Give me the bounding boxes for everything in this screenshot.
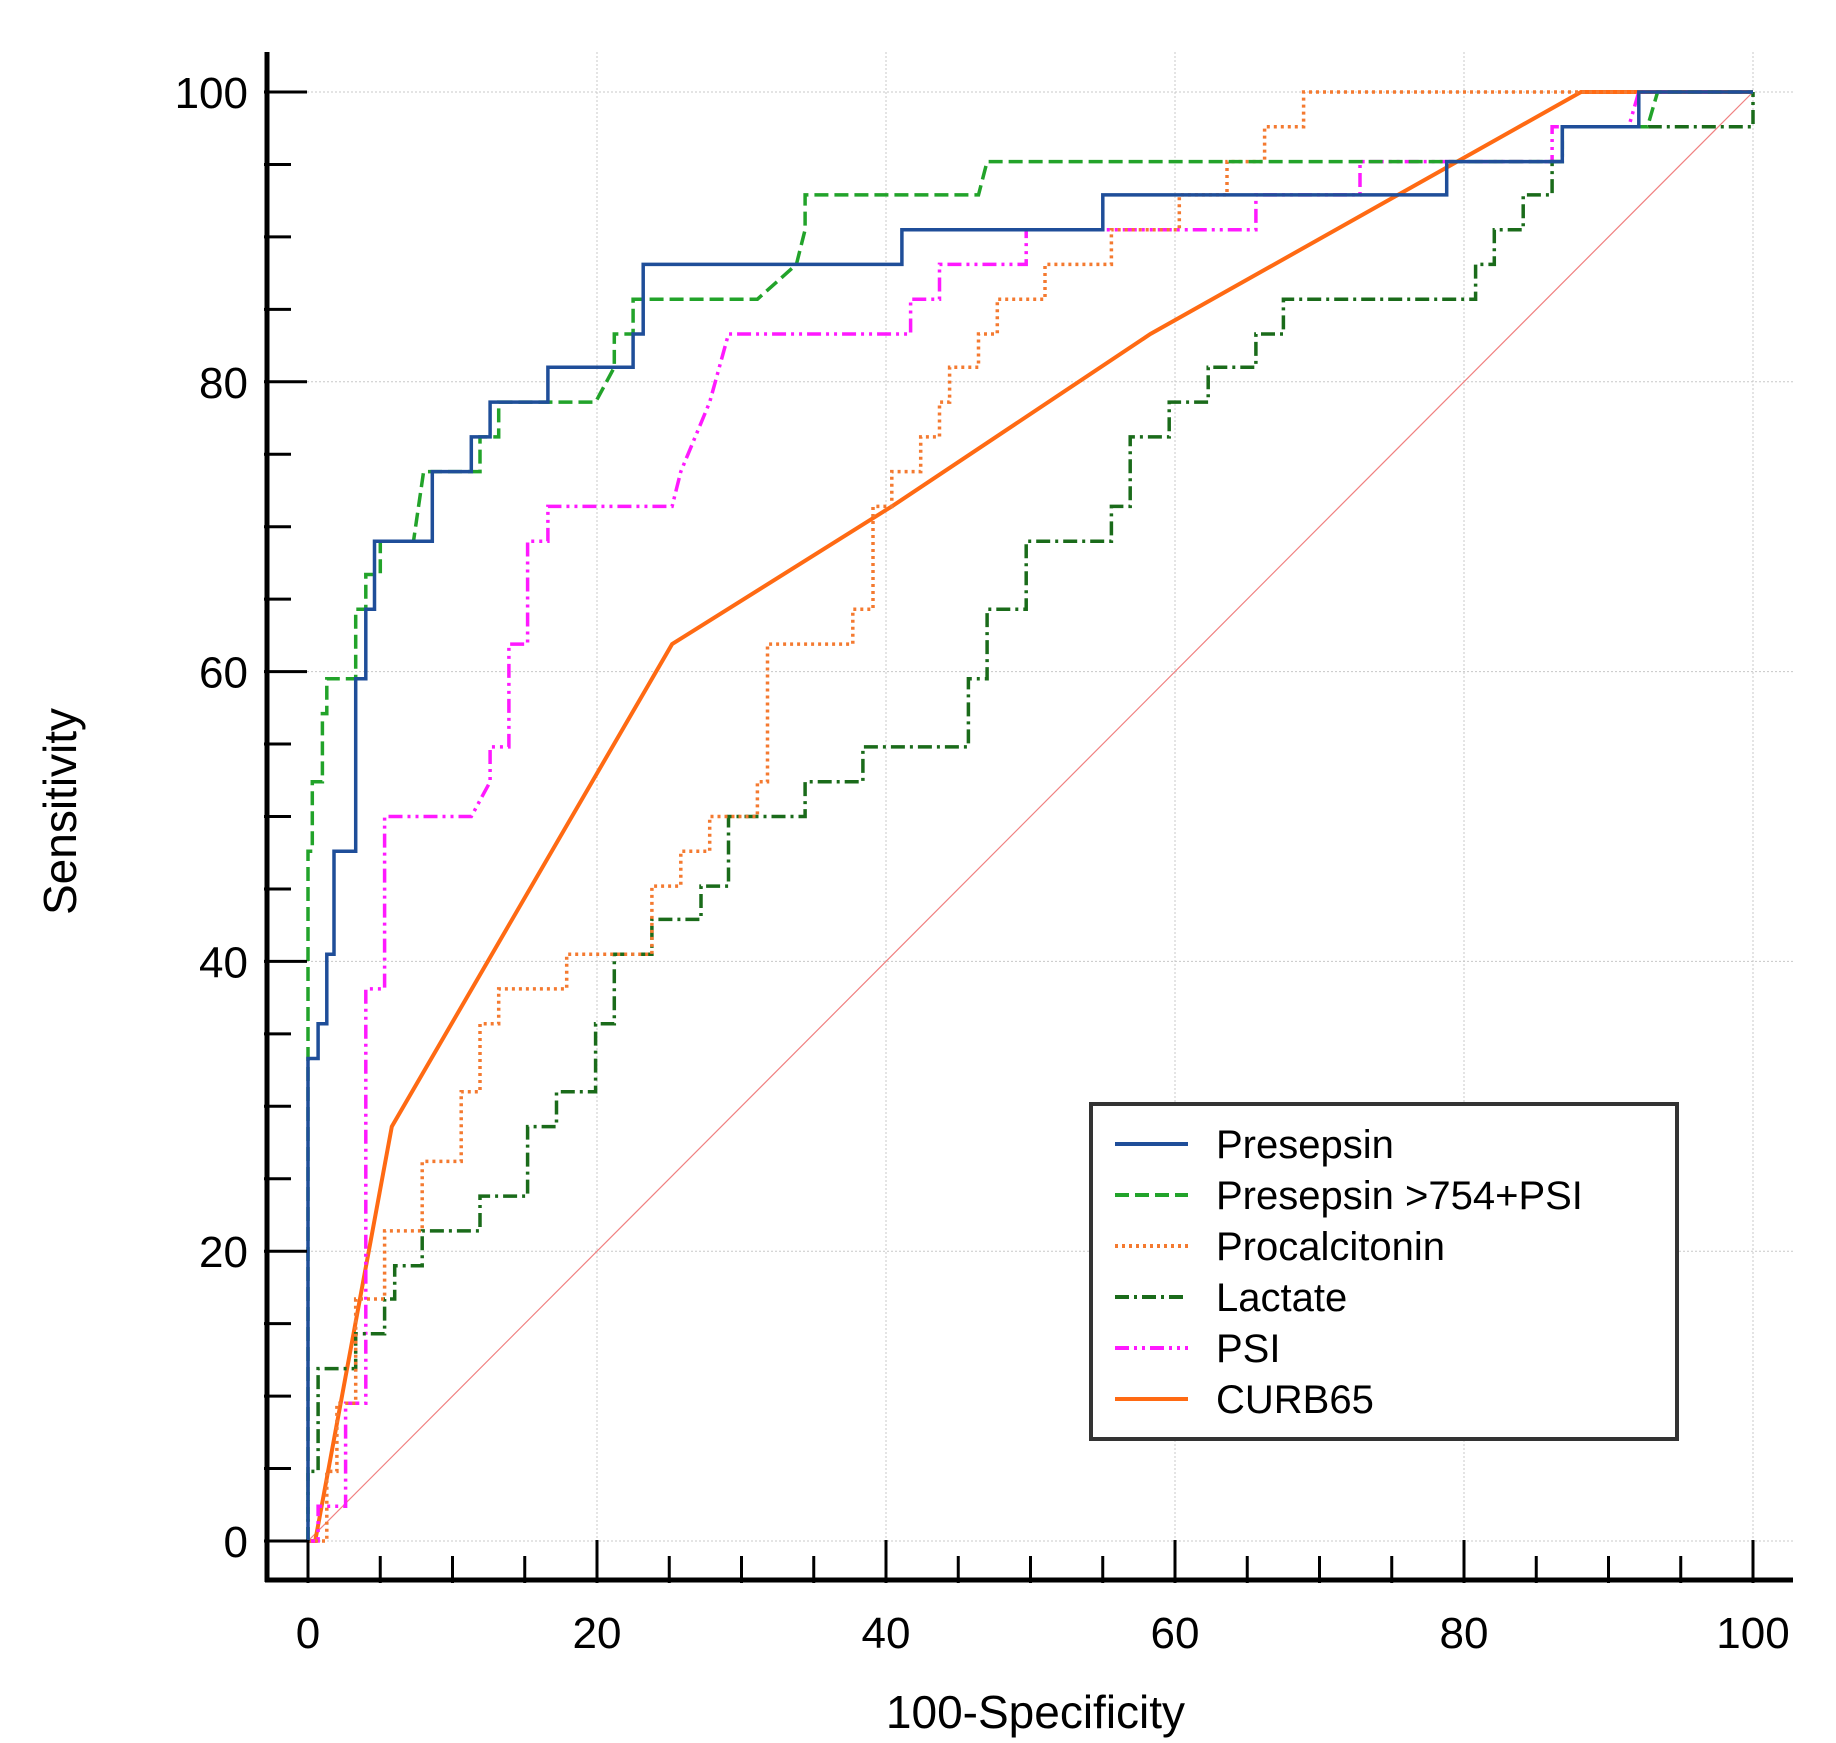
ticks: 0 20 40 60 80 100 0 20 40 60 80 100 bbox=[175, 69, 1790, 1658]
reference-line bbox=[307, 91, 1754, 1542]
x-tick-label: 0 bbox=[296, 1609, 320, 1658]
legend-box bbox=[1089, 1102, 1679, 1441]
legend-label: Lactate bbox=[1216, 1276, 1347, 1320]
x-tick-label: 100 bbox=[1716, 1609, 1789, 1658]
series-line-presepsin-754-psi bbox=[306, 90, 1753, 1541]
legend-label: CURB65 bbox=[1216, 1378, 1374, 1422]
y-axis-title: Sensitivity bbox=[34, 708, 86, 915]
x-tick-label: 20 bbox=[573, 1609, 622, 1658]
y-tick-label: 20 bbox=[199, 1228, 248, 1277]
x-tick-label: 60 bbox=[1151, 1609, 1200, 1658]
x-tick-label: 40 bbox=[862, 1609, 911, 1658]
legend-label: Presepsin bbox=[1216, 1123, 1394, 1167]
legend: Presepsin Presepsin >754+PSI Procalcitonin… bbox=[1089, 1102, 1679, 1441]
y-tick-label: 0 bbox=[224, 1518, 248, 1567]
legend-label: PSI bbox=[1216, 1327, 1280, 1371]
series-layer bbox=[306, 90, 1755, 1543]
legend-label: Procalcitonin bbox=[1216, 1225, 1445, 1269]
series-line-curb65 bbox=[308, 90, 1753, 1543]
reference-diagonal bbox=[307, 91, 1754, 1542]
y-tick-label: 80 bbox=[199, 359, 248, 408]
y-tick-label: 100 bbox=[175, 69, 248, 118]
x-axis-title: 100-Specificity bbox=[886, 1686, 1185, 1738]
y-tick-label: 40 bbox=[199, 938, 248, 987]
series-line-presepsin bbox=[306, 90, 1753, 1541]
x-tick-label: 80 bbox=[1440, 1609, 1489, 1658]
y-tick-label: 60 bbox=[199, 649, 248, 698]
legend-label: Presepsin >754+PSI bbox=[1216, 1174, 1583, 1218]
